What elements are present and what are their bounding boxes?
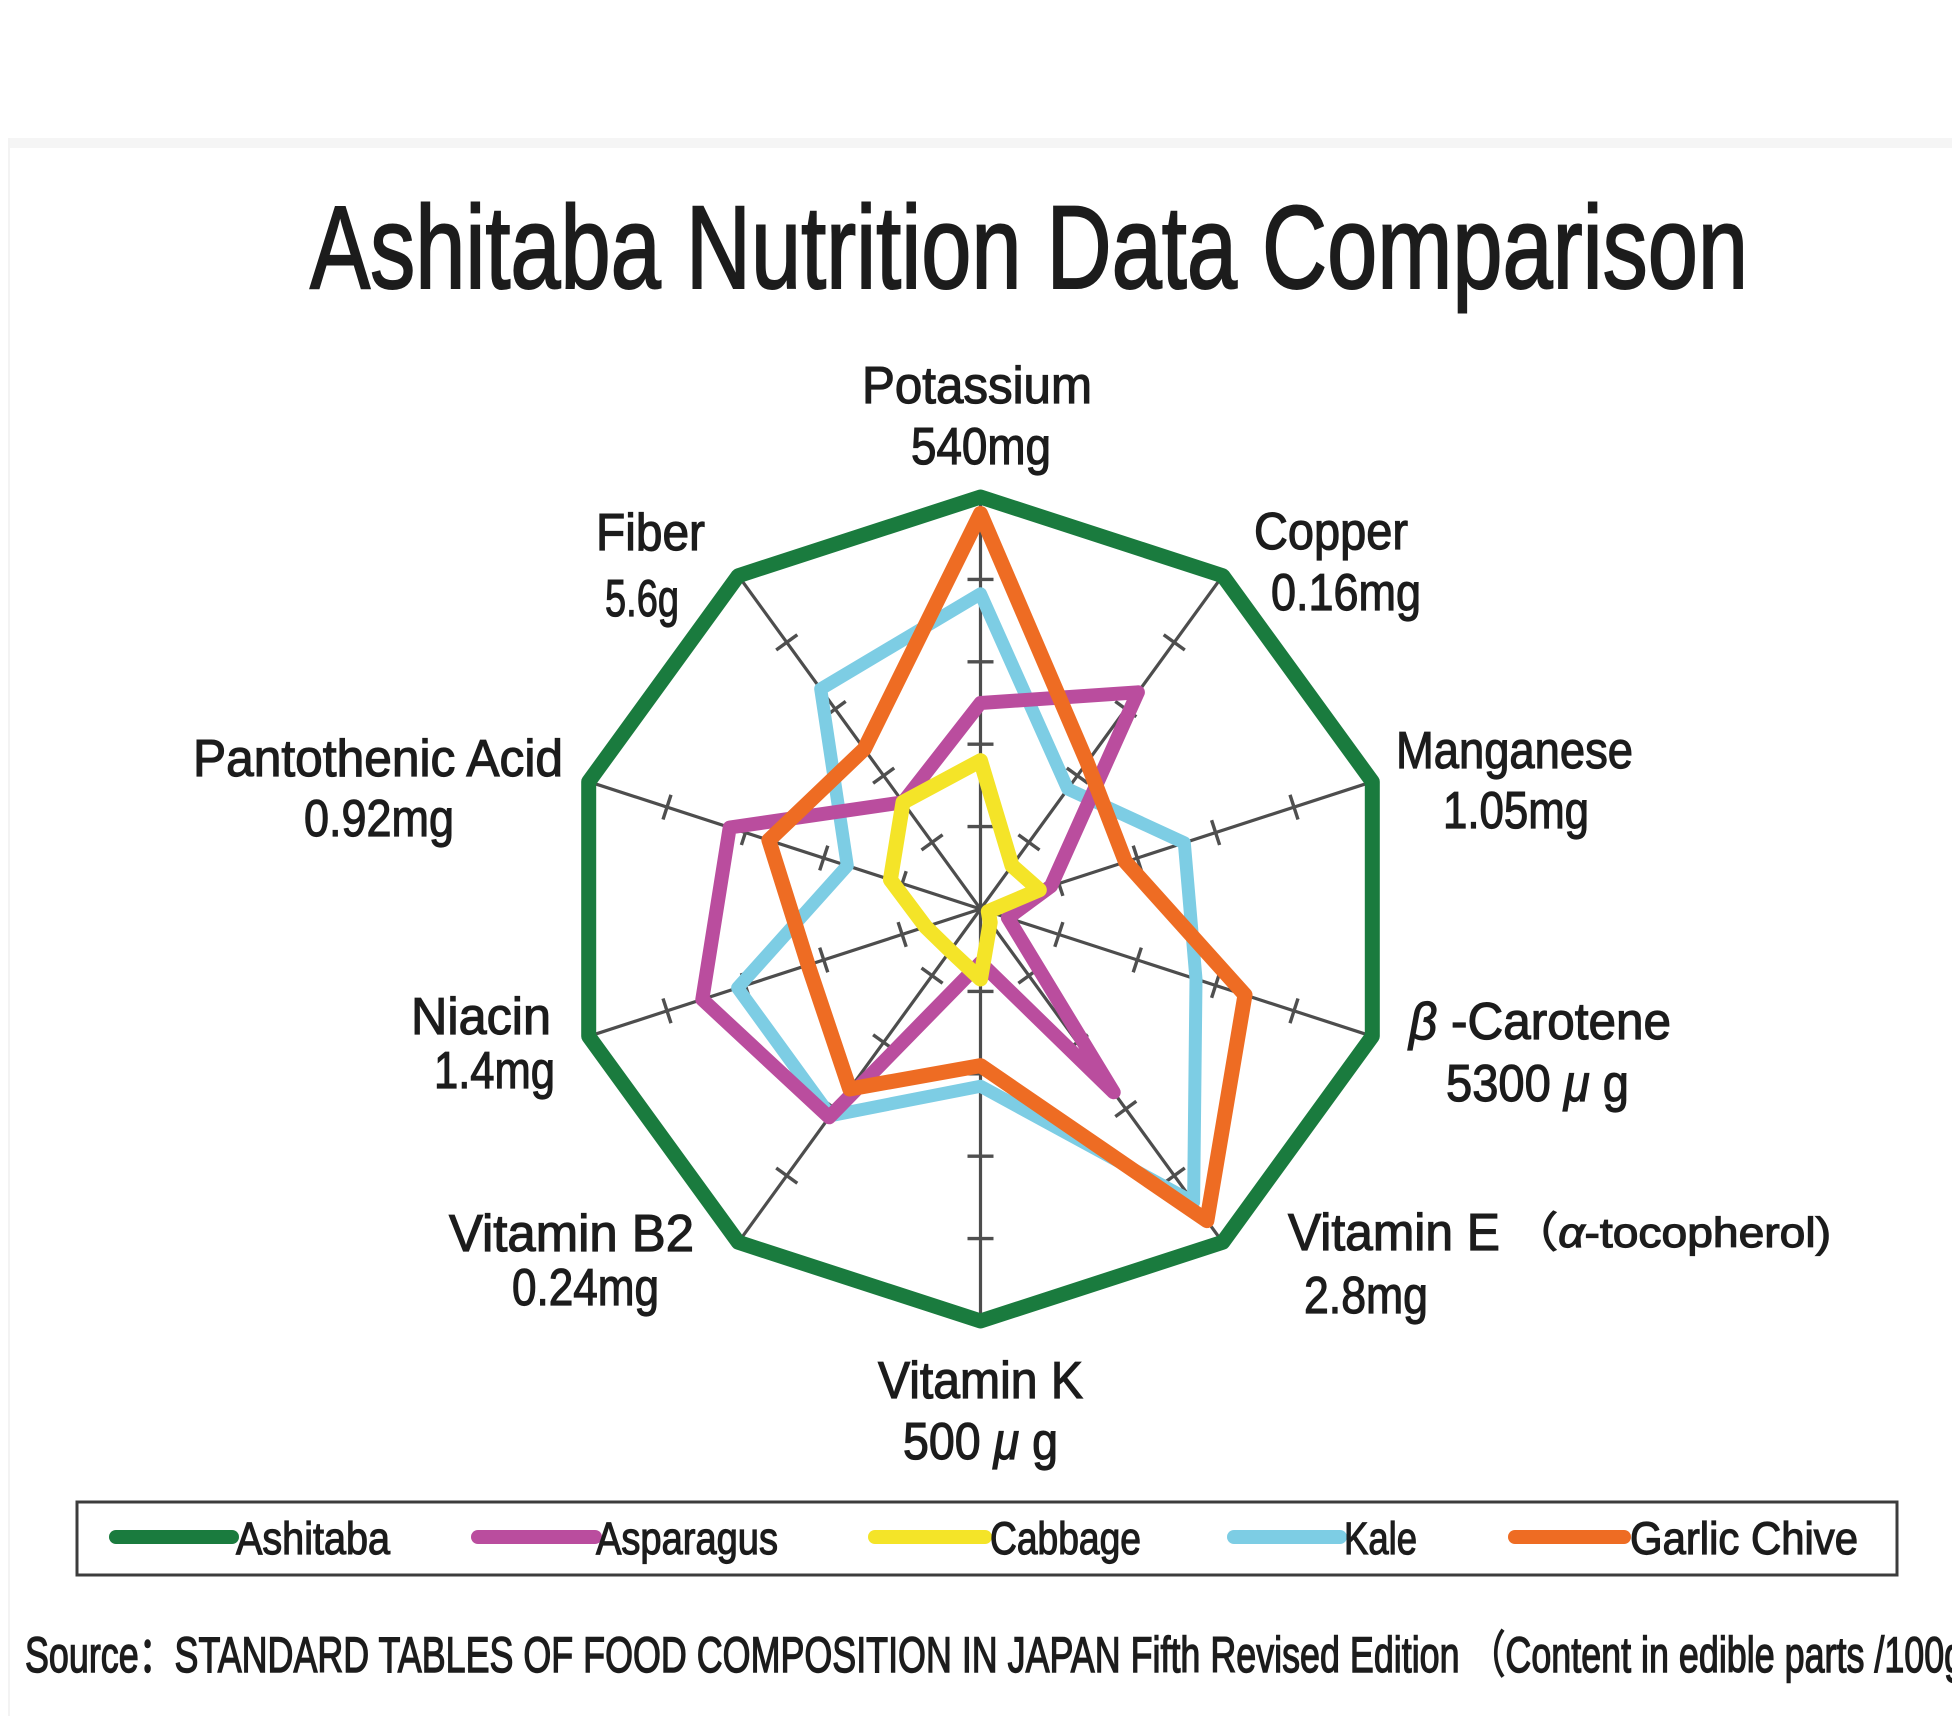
svg-text:0.16mg: 0.16mg [1271, 564, 1421, 622]
svg-text:Asparagus: Asparagus [596, 1513, 778, 1564]
svg-text:Copper: Copper [1254, 503, 1408, 561]
svg-text:0.92mg: 0.92mg [304, 790, 454, 848]
svg-text:5300 μ g: 5300 μ g [1446, 1055, 1629, 1113]
svg-text:0.24mg: 0.24mg [512, 1259, 659, 1317]
svg-text:β -Carotene: β -Carotene [1407, 993, 1671, 1051]
svg-text:Kale: Kale [1344, 1513, 1417, 1564]
svg-text:500 μ g: 500 μ g [903, 1413, 1058, 1471]
svg-text:5.6g: 5.6g [605, 570, 679, 628]
svg-text:Source：STANDARD TABLES OF FOOD: Source：STANDARD TABLES OF FOOD COMPOSITI… [25, 1627, 1952, 1683]
svg-text:1.05mg: 1.05mg [1443, 782, 1589, 840]
svg-text:Pantothenic Acid: Pantothenic Acid [193, 730, 563, 788]
svg-text:Manganese: Manganese [1396, 722, 1633, 780]
svg-text:Garlic Chive: Garlic Chive [1630, 1513, 1858, 1564]
svg-text:Vitamin B2: Vitamin B2 [449, 1205, 694, 1263]
svg-text:Fiber: Fiber [596, 504, 705, 562]
svg-text:Vitamin K: Vitamin K [878, 1352, 1083, 1410]
svg-text:2.8mg: 2.8mg [1304, 1267, 1428, 1325]
svg-text:1.4mg: 1.4mg [434, 1042, 555, 1100]
svg-text:540mg: 540mg [911, 418, 1051, 476]
svg-text:Potassium: Potassium [862, 357, 1092, 415]
svg-text:Ashitaba Nutrition Data Compar: Ashitaba Nutrition Data Comparison [310, 182, 1748, 314]
svg-text:Niacin: Niacin [411, 988, 551, 1046]
svg-text:Vitamin E: Vitamin E [1288, 1204, 1500, 1262]
svg-text:Cabbage: Cabbage [990, 1513, 1141, 1564]
svg-text:（α-tocopherol): （α-tocopherol) [1512, 1209, 1831, 1256]
svg-text:Ashitaba: Ashitaba [236, 1513, 391, 1564]
